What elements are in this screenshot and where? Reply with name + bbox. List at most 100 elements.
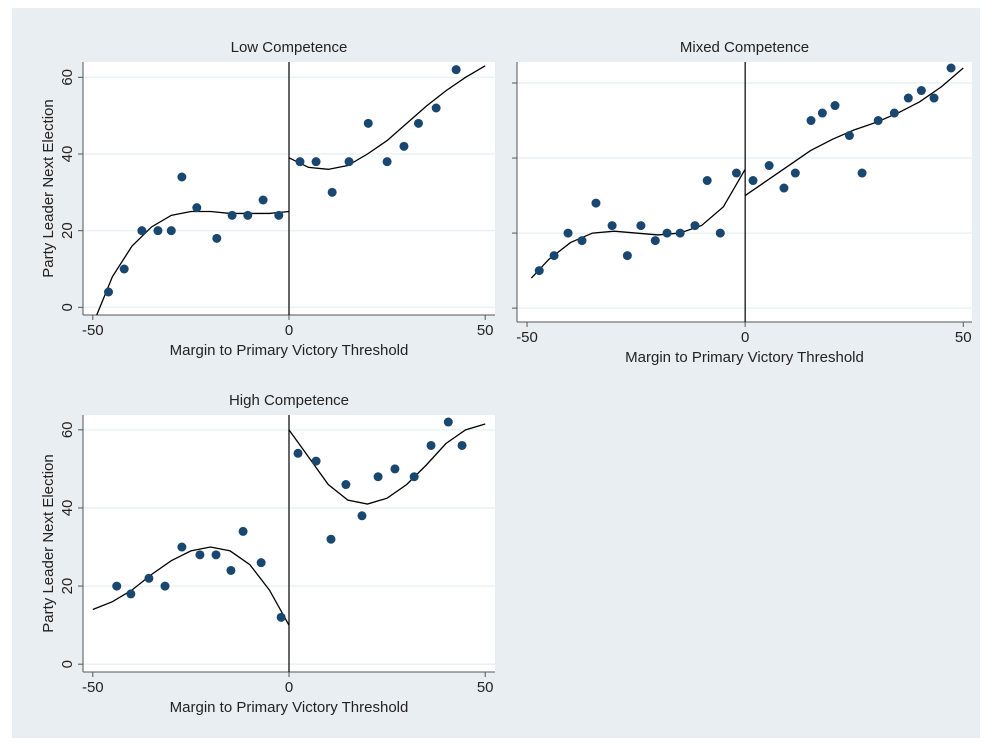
scatter-point — [916, 86, 926, 96]
fit-line — [96, 210, 290, 316]
scatter-point — [357, 511, 367, 521]
scatter-point — [844, 131, 854, 141]
x-tick-label: 50 — [477, 679, 494, 696]
scatter-point — [326, 534, 336, 544]
scatter-point — [344, 157, 354, 167]
scatter-point — [549, 251, 559, 261]
scatter-point — [256, 558, 266, 568]
scatter-point — [126, 589, 136, 599]
scatter-point — [243, 210, 253, 220]
scatter-point — [390, 464, 400, 474]
x-tick-label: 0 — [285, 322, 293, 339]
panel-title: Low Competence — [231, 39, 348, 56]
scatter-point — [274, 210, 284, 220]
x-tick-label: 50 — [477, 322, 494, 339]
scatter-point — [153, 226, 163, 236]
scatter-point — [731, 168, 741, 178]
scatter-point — [327, 187, 337, 197]
scatter-point — [137, 226, 147, 236]
x-tick-label: 0 — [741, 329, 749, 346]
y-tick-label: 0 — [59, 303, 76, 311]
scatter-point — [857, 168, 867, 178]
scatter-point — [295, 157, 305, 167]
x-axis-label: Margin to Primary Victory Threshold — [170, 699, 409, 716]
y-tick-label: 40 — [59, 146, 76, 163]
scatter-point — [451, 65, 461, 75]
y-tick-label: 20 — [59, 578, 76, 595]
x-tick-label: -50 — [516, 329, 538, 346]
fit-line — [288, 423, 486, 505]
scatter-point — [363, 118, 373, 128]
scatter-point — [227, 210, 237, 220]
y-tick-label: 20 — [59, 222, 76, 239]
scatter-point — [779, 183, 789, 193]
x-tick-label: -50 — [82, 679, 104, 696]
scatter-point — [341, 480, 351, 490]
fit-line — [744, 67, 964, 197]
y-tick-label: 60 — [59, 421, 76, 438]
scatter-point — [607, 221, 617, 231]
scatter-point — [195, 550, 205, 560]
scatter-point — [563, 228, 573, 238]
scatter-point — [212, 233, 222, 243]
scatter-point — [226, 565, 236, 575]
x-tick-label: 0 — [285, 679, 293, 696]
scatter-point — [311, 157, 321, 167]
scatter-point — [431, 103, 441, 113]
x-tick-label: -50 — [82, 322, 104, 339]
scatter-point — [946, 63, 956, 73]
scatter-point — [534, 266, 544, 276]
scatter-point — [764, 161, 774, 171]
panel-title: High Competence — [229, 392, 349, 409]
scatter-point — [373, 472, 383, 482]
scatter-point — [873, 116, 883, 126]
scatter-point — [675, 228, 685, 238]
scatter-point — [382, 157, 392, 167]
scatter-point — [399, 141, 409, 151]
fit-line — [530, 168, 746, 279]
y-axis-label: Party Leader Next Election — [40, 99, 57, 277]
scatter-point — [748, 176, 758, 186]
y-tick-label: 60 — [59, 69, 76, 86]
scatter-point — [238, 526, 248, 536]
scatter-point — [160, 581, 170, 591]
scatter-point — [591, 198, 601, 208]
scatter-point — [409, 472, 419, 482]
scatter-point — [662, 228, 672, 238]
scatter-point — [211, 550, 221, 560]
scatter-point — [622, 251, 632, 261]
x-axis-label: Margin to Primary Victory Threshold — [170, 342, 409, 359]
x-axis-label: Margin to Primary Victory Threshold — [625, 349, 864, 366]
scatter-point — [817, 108, 827, 118]
scatter-point — [690, 221, 700, 231]
y-axis-label: Party Leader Next Election — [40, 454, 57, 632]
scatter-point — [112, 581, 122, 591]
panel-title: Mixed Competence — [680, 39, 809, 56]
scatter-point — [903, 93, 913, 103]
scatter-point — [258, 195, 268, 205]
scatter-point — [889, 108, 899, 118]
scatter-point — [426, 440, 436, 450]
scatter-point — [715, 228, 725, 238]
scatter-point — [276, 612, 286, 622]
scatter-point — [166, 226, 176, 236]
scatter-point — [293, 448, 303, 458]
scatter-point — [443, 417, 453, 427]
scatter-point — [806, 116, 816, 126]
scatter-point — [577, 236, 587, 246]
scatter-point — [790, 168, 800, 178]
scatter-point — [636, 221, 646, 231]
y-tick-label: 40 — [59, 500, 76, 517]
scatter-point — [413, 118, 423, 128]
fit-line — [288, 65, 486, 170]
scatter-point — [119, 264, 129, 274]
scatter-point — [929, 93, 939, 103]
scatter-point — [702, 176, 712, 186]
scatter-point — [104, 287, 114, 297]
scatter-point — [311, 456, 321, 466]
scatter-point — [144, 573, 154, 583]
scatter-point — [177, 172, 187, 182]
scatter-point — [192, 203, 202, 213]
x-tick-label: 50 — [955, 329, 972, 346]
